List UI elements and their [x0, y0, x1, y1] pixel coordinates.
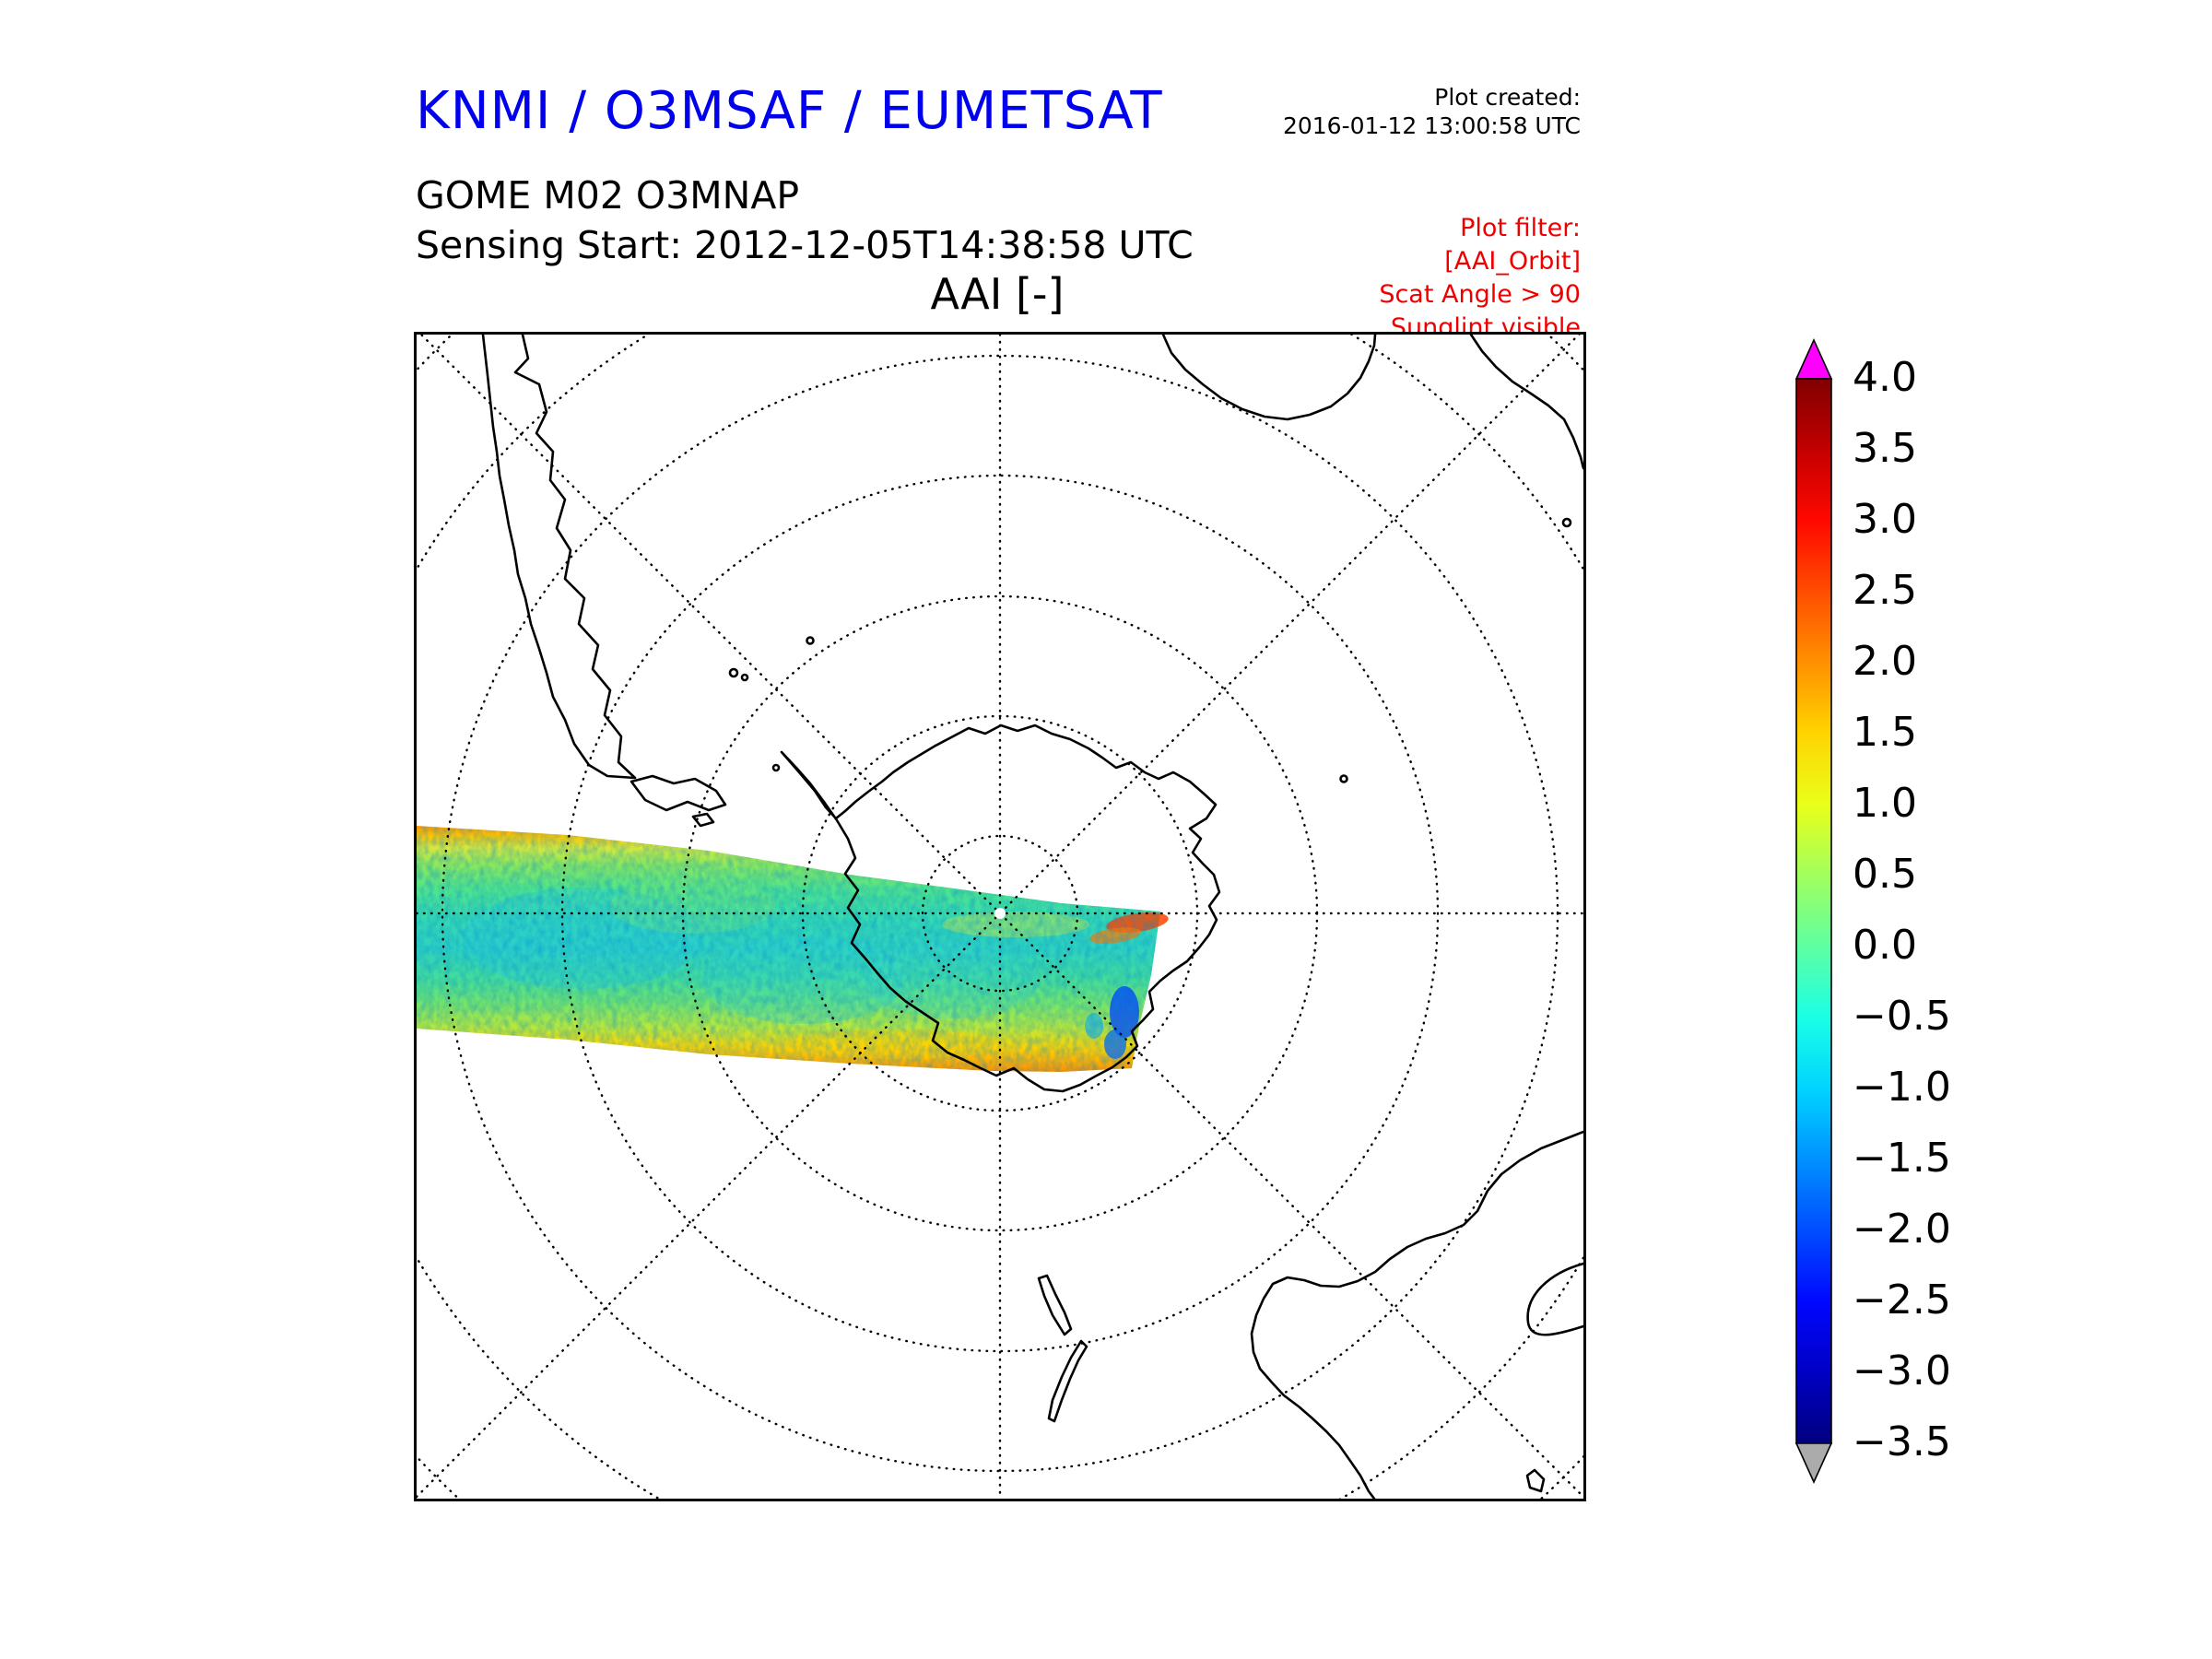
colorbar-tick-label: −3.0 — [1853, 1347, 1951, 1394]
colorbar-tick-label: −3.5 — [1853, 1418, 1951, 1465]
coast-new-zealand-north — [1037, 1274, 1073, 1336]
plot-created-value: 2016-01-12 13:00:58 UTC — [1282, 112, 1581, 139]
coastlines — [481, 335, 1583, 1499]
coast-tasmania — [1525, 1468, 1546, 1493]
coast-australia — [1250, 1130, 1583, 1499]
colorbar-tick-label: 4.0 — [1853, 354, 1917, 401]
plot-filter-block: Plot filter: [AAI_Orbit] Scat Angle > 90… — [1379, 212, 1581, 345]
pole-gap-dot — [994, 908, 1006, 919]
colorbar-tick-label: 1.5 — [1853, 709, 1917, 756]
colorbar-tick-label: 3.5 — [1853, 425, 1917, 472]
plot-created-block: Plot created: 2016-01-12 13:00:58 UTC — [1283, 83, 1581, 140]
map-title: AAI [-] — [930, 269, 1065, 319]
map-frame — [414, 332, 1586, 1501]
plot-filter-line: Scat Angle > 90 — [1379, 280, 1581, 309]
page-title: KNMI / O3MSAF / EUMETSAT — [416, 81, 1163, 141]
colorbar-tick-label: 2.5 — [1853, 567, 1917, 614]
colorbar-tick-label: 2.0 — [1853, 638, 1917, 685]
colorbar-tick-label: −1.5 — [1853, 1135, 1951, 1182]
colorbar — [1794, 338, 1833, 1484]
data-swath — [417, 826, 1169, 1072]
plot-filter-line: Plot filter: — [1460, 214, 1581, 242]
sensing-start: Sensing Start: 2012-12-05T14:38:58 UTC — [416, 223, 1194, 267]
swath-noise — [417, 826, 1160, 1072]
polar-map — [417, 335, 1583, 1499]
colorbar-tick-label: 1.0 — [1853, 780, 1917, 827]
coast-africa — [1161, 335, 1377, 421]
colorbar-over-arrow — [1794, 338, 1833, 380]
coast-tierra-del-fuego — [629, 774, 727, 812]
coast-new-zealand-south — [1047, 1339, 1088, 1423]
product-name: GOME M02 O3MNAP — [416, 173, 800, 218]
plot-created-label: Plot created: — [1434, 84, 1581, 111]
colorbar-gradient-bar — [1795, 378, 1832, 1444]
colorbar-tick-label: −1.0 — [1853, 1064, 1951, 1111]
colorbar-tick-label: −2.0 — [1853, 1206, 1951, 1253]
colorbar-tick-label: 0.0 — [1853, 922, 1917, 969]
colorbar-tick-label: −2.5 — [1853, 1277, 1951, 1324]
plot-filter-line: [AAI_Orbit] — [1444, 247, 1581, 276]
coast-top-right — [1469, 335, 1583, 470]
coast-australia-bight — [1526, 1262, 1583, 1336]
colorbar-tick-label: 0.5 — [1853, 851, 1917, 898]
coast-antarctica — [780, 724, 1221, 1093]
coast-south-america — [481, 335, 637, 780]
colorbar-tick-label: 3.0 — [1853, 496, 1917, 543]
colorbar-under-arrow — [1794, 1442, 1833, 1484]
colorbar-tick-label: −0.5 — [1853, 993, 1951, 1040]
